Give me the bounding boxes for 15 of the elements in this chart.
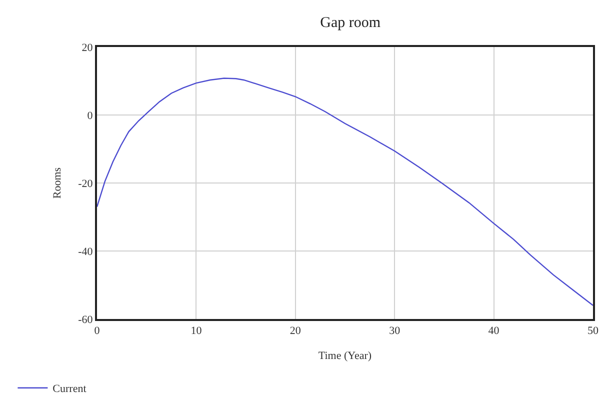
y-tick-label: 0 bbox=[87, 110, 94, 122]
chart-title: Gap room bbox=[320, 14, 381, 31]
x-tick-label: 10 bbox=[190, 325, 202, 338]
y-tick-label: -60 bbox=[78, 314, 94, 326]
x-tick-label: 40 bbox=[488, 325, 500, 338]
legend-label: Current bbox=[52, 383, 86, 396]
x-tick-label: 50 bbox=[588, 325, 599, 338]
y-tick-label: -40 bbox=[78, 246, 94, 258]
y-axis-title: Rooms bbox=[51, 167, 64, 199]
x-tick-label: 20 bbox=[290, 325, 302, 338]
x-axis-title: Time (Year) bbox=[318, 350, 372, 362]
x-tick-label: 30 bbox=[389, 325, 401, 338]
line-series bbox=[97, 78, 593, 306]
y-tick-label: 20 bbox=[82, 42, 94, 54]
y-tick-label: -20 bbox=[78, 178, 94, 190]
